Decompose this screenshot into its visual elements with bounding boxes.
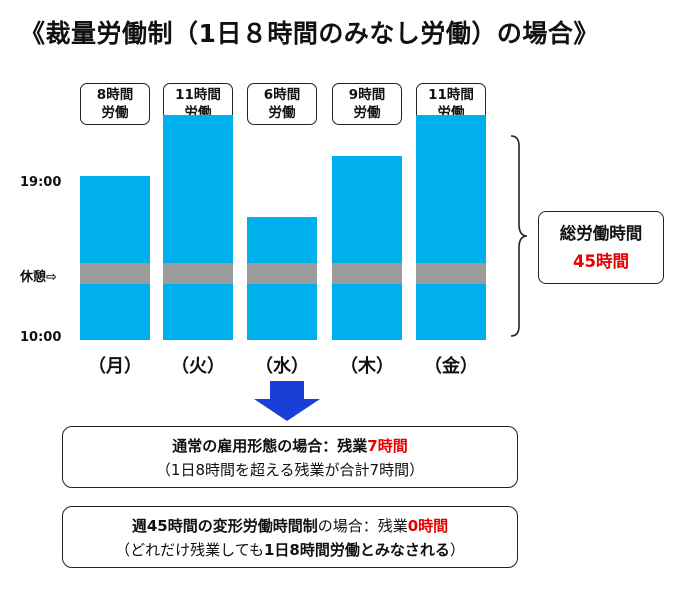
- total-hours-value: 45時間: [573, 252, 629, 271]
- hours-badge-mon: 8時間 労働: [80, 83, 150, 125]
- variable-system-label: 週45時間の変形労働時間制: [131, 517, 318, 535]
- down-arrow-icon: [254, 381, 320, 421]
- hours-badge-thu: 9時間 労働: [332, 83, 402, 125]
- day-label-mon: （月）: [88, 356, 142, 377]
- day-label-fri: （金）: [424, 356, 478, 377]
- rest-band-thu: [332, 263, 402, 284]
- variable-note-bold: 1日8時間労働とみなされる: [263, 541, 450, 559]
- variable-overtime-value: 0時間: [407, 517, 449, 535]
- bar-fri: [416, 114, 486, 340]
- y-label-top: 19:00: [20, 175, 62, 190]
- normal-employment-box: 通常の雇用形態の場合：残業7時間 （1日8時間を超える残業が合計7時間）: [62, 426, 518, 488]
- day-label-tue: （火）: [171, 356, 225, 377]
- rest-band-tue: [163, 263, 233, 284]
- y-label-bottom: 10:00: [20, 330, 62, 345]
- day-label-thu: （木）: [340, 356, 394, 377]
- day-label-wed: （水）: [255, 356, 309, 377]
- bar-mon: [80, 176, 150, 340]
- total-hours-box: 総労働時間 45時間: [538, 211, 664, 284]
- normal-overtime-note: （1日8時間を超える残業が合計7時間）: [155, 461, 425, 479]
- variable-overtime-label: の場合：残業: [317, 517, 408, 535]
- rest-band-mon: [80, 263, 150, 284]
- hours-badge-wed: 6時間 労働: [247, 83, 317, 125]
- brace-icon: [510, 135, 528, 337]
- rest-band-fri: [416, 263, 486, 284]
- rest-band-wed: [247, 263, 317, 284]
- page-title: 《裁量労働制（1日８時間のみなし労働）の場合》: [20, 19, 599, 48]
- normal-overtime-value: 7時間: [367, 437, 408, 455]
- y-label-rest: 休憩⇨: [20, 270, 57, 285]
- variable-hours-box: 週45時間の変形労働時間制の場合：残業0時間 （どれだけ残業しても1日8時間労働…: [62, 506, 518, 568]
- bar-thu: [332, 155, 402, 340]
- total-hours-label: 総労働時間: [559, 224, 643, 243]
- bar-tue: [163, 114, 233, 340]
- variable-note-post: ）: [449, 541, 465, 559]
- normal-overtime-label: 通常の雇用形態の場合：残業: [172, 437, 368, 455]
- variable-note-pre: （どれだけ残業しても: [115, 541, 264, 559]
